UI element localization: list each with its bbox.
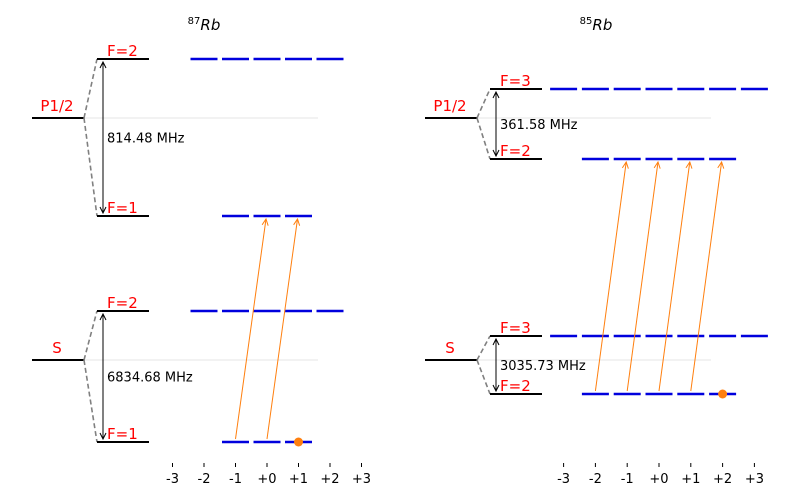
arrow-head-up [492,337,500,346]
arrow-head-up [99,60,107,69]
split-connector-upper [476,88,491,119]
arrow-head-up [99,312,107,321]
optical-transition [658,161,691,392]
ground-lower-F-label: F=1 [107,425,138,443]
hyperfine-splitting-label: 361.58 MHz [500,118,578,133]
optical-transition [594,161,627,392]
mF-tick-label: -1 [229,472,242,487]
mF-tick-label: -2 [589,472,602,487]
mF-tick-label: -2 [198,472,211,487]
mF-tick-label: -3 [557,472,570,487]
mF-tick-label: +1 [681,472,700,487]
arrow-head-down [99,432,107,441]
mF-tick-label: +1 [289,472,308,487]
split-connector-lower [476,117,491,160]
split-connector-upper [83,58,98,119]
mF-tick-label: -1 [621,472,634,487]
arrow-head-down [492,149,500,158]
mF-tick-label: +0 [257,472,276,487]
optical-transition [626,161,659,392]
excited-upper-F-label: F=2 [107,42,138,60]
optical-transition [690,161,723,392]
hyperfine-splitting-label: 6834.68 MHz [107,371,193,386]
ground-upper-F-label: F=3 [500,319,531,337]
isotope-mass-number: 85 [580,16,593,27]
panel-title: 87Rb [188,16,221,34]
element-symbol: Rb [200,16,220,34]
ground-state-label: S [52,339,62,357]
mF-tick-label: +3 [352,472,371,487]
arrow-head-up [492,90,500,99]
excited-state-label: P1/2 [40,97,73,115]
transition-arrow-head [621,160,629,169]
mF-tick-label: +0 [649,472,668,487]
excited-manifold: P1/2 F=2 F=1 814.48 MHz [32,42,344,218]
arrow-head-down [492,384,500,393]
element-symbol: Rb [592,16,612,34]
excited-state-label: P1/2 [433,97,466,115]
mF-tick-label: -3 [166,472,179,487]
ground-manifold: S F=2 F=1 6834.68 MHz [32,294,344,444]
hyperfine-splitting-label: 3035.73 MHz [500,359,586,374]
excited-upper-F-label: F=3 [500,72,531,90]
transition-arrow-head [261,217,269,226]
ground-manifold: S F=3 F=2 3035.73 MHz [425,319,768,396]
split-connector-upper [476,335,491,361]
hyperfine-splitting-label: 814.48 MHz [107,132,185,147]
excited-lower-F-label: F=2 [500,142,531,160]
transition-arrow-head [293,217,301,226]
isotope-mass-number: 87 [188,16,201,27]
panel-rb87: 87Rb P1/2 F=2 F=1 814.48 MHz S F=2 F=1 6834.68 M… [32,16,371,487]
arrow-head-down [99,206,107,215]
mF-tick-label: +2 [713,472,732,487]
ground-upper-F-label: F=2 [107,294,138,312]
panel-title: 85Rb [580,16,613,34]
excited-lower-F-label: F=1 [107,199,138,217]
split-connector-lower [476,359,491,395]
ground-lower-F-label: F=2 [500,377,531,395]
split-connector-lower [83,359,98,443]
population-dot [718,389,728,399]
optical-transition [235,218,267,440]
mF-tick-label: +2 [320,472,339,487]
panel-rb85: 85Rb P1/2 F=3 F=2 361.58 MHz S F=3 F=2 3035.73 M… [425,16,768,487]
excited-manifold: P1/2 F=3 F=2 361.58 MHz [425,72,768,161]
ground-state-label: S [445,339,455,357]
transition-arrow-head [685,160,693,169]
transition-arrow-head [653,160,661,169]
transition-arrow-head [717,160,725,169]
split-connector-lower [83,117,98,217]
population-dot [294,437,303,447]
optical-transition [266,218,298,440]
split-connector-upper [83,310,98,361]
mF-tick-label: +3 [745,472,764,487]
